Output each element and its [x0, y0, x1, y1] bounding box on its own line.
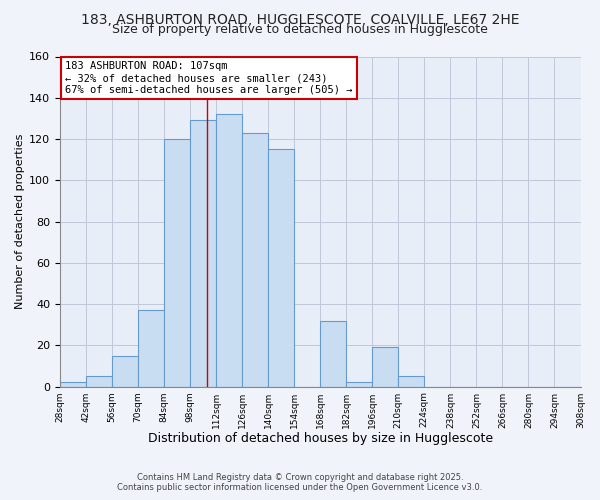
Bar: [86, 376, 112, 386]
Bar: [164, 139, 190, 386]
Bar: [268, 150, 294, 386]
Bar: [398, 376, 424, 386]
Bar: [320, 320, 346, 386]
Bar: [190, 120, 216, 386]
Bar: [242, 133, 268, 386]
Bar: [216, 114, 242, 386]
Y-axis label: Number of detached properties: Number of detached properties: [15, 134, 25, 309]
Text: 183 ASHBURTON ROAD: 107sqm
← 32% of detached houses are smaller (243)
67% of sem: 183 ASHBURTON ROAD: 107sqm ← 32% of deta…: [65, 62, 353, 94]
Bar: [138, 310, 164, 386]
Bar: [112, 356, 138, 386]
Text: 183, ASHBURTON ROAD, HUGGLESCOTE, COALVILLE, LE67 2HE: 183, ASHBURTON ROAD, HUGGLESCOTE, COALVI…: [81, 12, 519, 26]
Text: Size of property relative to detached houses in Hugglescote: Size of property relative to detached ho…: [112, 22, 488, 36]
Bar: [373, 348, 398, 387]
Bar: [346, 382, 373, 386]
Bar: [60, 382, 86, 386]
Text: Contains HM Land Registry data © Crown copyright and database right 2025.
Contai: Contains HM Land Registry data © Crown c…: [118, 473, 482, 492]
X-axis label: Distribution of detached houses by size in Hugglescote: Distribution of detached houses by size …: [148, 432, 493, 445]
